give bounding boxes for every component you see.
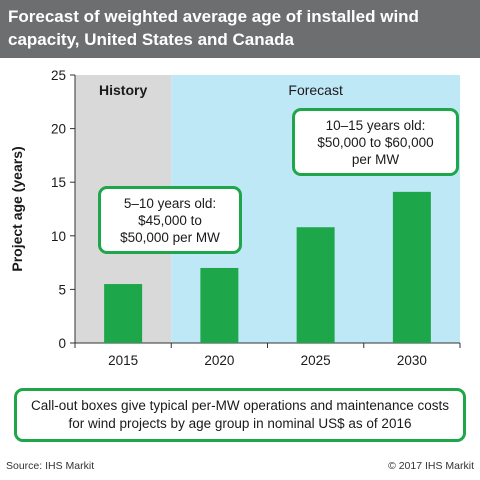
bar-2025 — [296, 227, 335, 343]
chart-title: Forecast of weighted average age of inst… — [8, 7, 419, 49]
footnote-box: Call-out boxes give typical per-MW opera… — [14, 388, 466, 442]
source-label: Source: IHS Markit — [6, 460, 95, 472]
callout-10-15-years: 10–15 years old: $50,000 to $60,000 per … — [292, 108, 459, 176]
bar-2020 — [200, 267, 239, 343]
region-label-forecast: Forecast — [288, 82, 343, 98]
copyright-label: © 2017 IHS Markit — [388, 460, 474, 472]
callout-5-10-years: 5–10 years old: $45,000 to $50,000 per M… — [98, 186, 242, 254]
y-tick-label: 10 — [51, 229, 66, 244]
y-tick-label: 0 — [58, 336, 66, 351]
x-tick-label: 2030 — [397, 353, 427, 368]
x-tick-label: 2020 — [204, 353, 234, 368]
callout-5-10-years-text: 5–10 years old: $45,000 to $50,000 per M… — [120, 195, 220, 245]
bar-2030 — [392, 191, 431, 343]
chart-header: Forecast of weighted average age of inst… — [0, 0, 480, 58]
x-tick-label: 2015 — [108, 353, 138, 368]
bar-2015 — [104, 284, 143, 343]
y-tick-label: 5 — [58, 282, 66, 297]
y-tick-label: 15 — [51, 175, 66, 190]
callout-10-15-years-text: 10–15 years old: $50,000 to $60,000 per … — [317, 117, 434, 167]
y-tick-label: 25 — [51, 68, 66, 83]
y-axis-label: Project age (years) — [9, 146, 25, 271]
y-tick-label: 20 — [51, 122, 66, 137]
x-tick-label: 2025 — [301, 353, 331, 368]
footnote-text: Call-out boxes give typical per-MW opera… — [31, 398, 449, 431]
region-label-history: History — [99, 82, 147, 98]
